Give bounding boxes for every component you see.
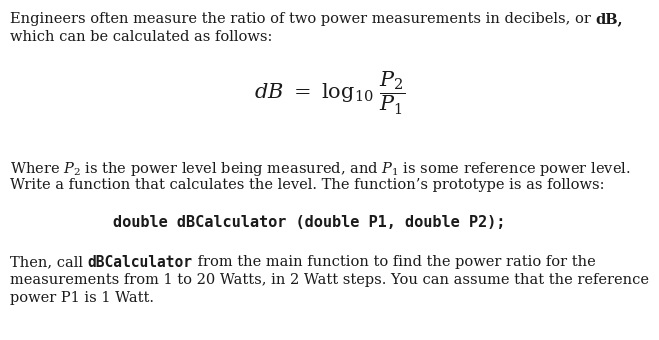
Text: dBCalculator: dBCalculator: [88, 255, 192, 270]
Text: Then, call: Then, call: [10, 255, 88, 269]
Text: $\mathit{dB}\ =\ \log_{10}\,\dfrac{P_2}{P_1}$: $\mathit{dB}\ =\ \log_{10}\,\dfrac{P_2}{…: [254, 70, 405, 117]
Text: Engineers often measure the ratio of two power measurements in decibels, or: Engineers often measure the ratio of two…: [10, 12, 596, 26]
Text: double dBCalculator (double P1, double P2);: double dBCalculator (double P1, double P…: [113, 215, 505, 230]
Text: dBCalculator: dBCalculator: [88, 255, 192, 270]
Text: which can be calculated as follows:: which can be calculated as follows:: [10, 30, 272, 44]
Text: Engineers often measure the ratio of two power measurements in decibels, or: Engineers often measure the ratio of two…: [10, 12, 596, 26]
Text: Then, call: Then, call: [10, 255, 88, 269]
Text: Where $P_2$ is the power level being measured, and $P_{\mathit{1}}$ is some refe: Where $P_2$ is the power level being mea…: [10, 160, 631, 178]
Text: Write a function that calculates the level. The function’s prototype is as follo: Write a function that calculates the lev…: [10, 178, 604, 192]
Text: power P1 is 1 Watt.: power P1 is 1 Watt.: [10, 291, 154, 305]
Text: measurements from 1 to 20 Watts, in 2 Watt steps. You can assume that the refere: measurements from 1 to 20 Watts, in 2 Wa…: [10, 273, 649, 287]
Text: dB,: dB,: [596, 12, 623, 26]
Text: from the main function to find the power ratio for the: from the main function to find the power…: [192, 255, 595, 269]
